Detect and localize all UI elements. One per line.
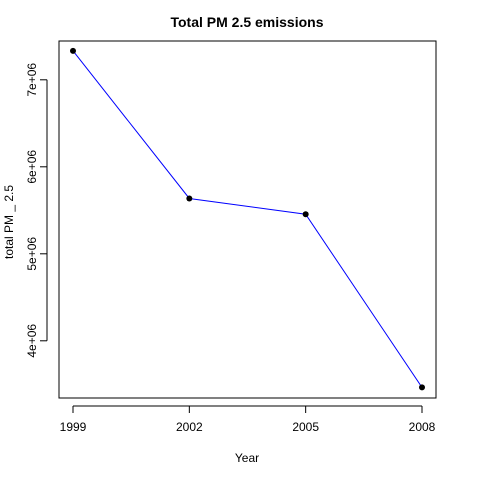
data-point bbox=[70, 47, 76, 54]
series-line bbox=[72, 50, 423, 388]
x-tick-label: 2008 bbox=[409, 420, 436, 434]
data-point bbox=[419, 384, 425, 391]
x-tick-label: 2005 bbox=[292, 420, 319, 434]
y-tick-label: 4e+06 bbox=[25, 324, 39, 358]
data-point bbox=[186, 195, 193, 202]
data-point bbox=[302, 211, 309, 218]
series-total-pm25 bbox=[70, 47, 425, 391]
plot-area-frame bbox=[58, 40, 437, 399]
x-tick-label: 2002 bbox=[176, 420, 203, 434]
x-axis: 1999 2002 2005 2008 bbox=[60, 405, 436, 434]
x-axis-label: Year bbox=[235, 451, 259, 465]
y-axis: 4e+06 5e+06 6e+06 7e+06 bbox=[25, 63, 48, 358]
y-tick-label: 5e+06 bbox=[25, 237, 39, 271]
x-tick-label: 1999 bbox=[60, 420, 87, 434]
y-axis-label: total PM _ 2.5 bbox=[2, 185, 16, 259]
chart-title: Total PM 2.5 emissions bbox=[170, 14, 323, 30]
y-tick-label: 7e+06 bbox=[25, 63, 39, 97]
y-tick-label: 6e+06 bbox=[25, 150, 39, 184]
